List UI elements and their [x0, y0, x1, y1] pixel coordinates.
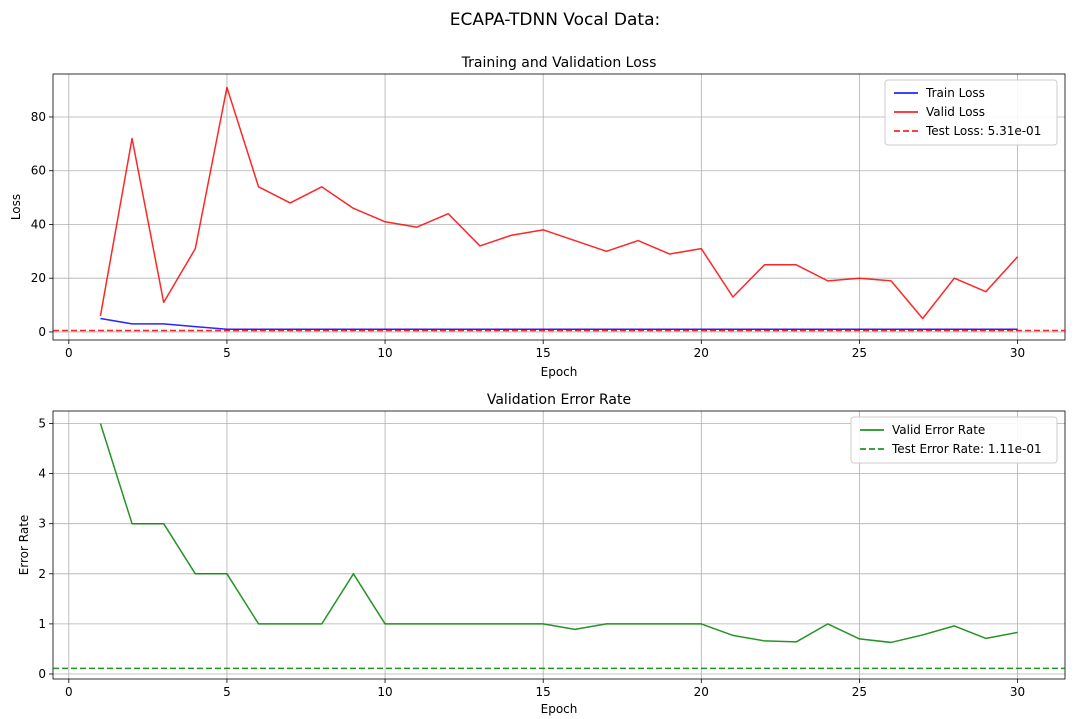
- error-xtick-label: 5: [223, 685, 231, 699]
- legend-label-valid-error-rate: Valid Error Rate: [892, 423, 985, 437]
- loss-ytick-label: 0: [38, 325, 46, 339]
- loss-ytick-label: 20: [31, 271, 46, 285]
- legend-label-train-loss: Train Loss: [925, 86, 985, 100]
- legend-label-valid-loss: Valid Loss: [926, 105, 985, 119]
- error-xtick-label: 0: [65, 685, 73, 699]
- loss-axes-frame: [52, 73, 1066, 341]
- error-rate-chart: 0 5 10 15 20 25 30 0 1 2 3 4 5 Validation Error Rate E…: [17, 392, 1066, 716]
- loss-xtick-label: 20: [694, 346, 709, 360]
- error-xtick-label: 15: [536, 685, 551, 699]
- error-xtick-label: 30: [1010, 685, 1025, 699]
- error-xtick-label: 25: [852, 685, 867, 699]
- loss-legend: Train Loss Valid Loss Test Loss: 5.31e-01: [884, 79, 1058, 146]
- figure-suptitle: ECAPA-TDNN Vocal Data:: [450, 10, 660, 30]
- error-xtick-label: 10: [377, 685, 392, 699]
- loss-chart-title: Training and Validation Loss: [461, 55, 657, 71]
- error-ytick-label: 1: [38, 617, 46, 631]
- error-ytick-label: 0: [38, 667, 46, 681]
- loss-xtick-label: 5: [223, 346, 231, 360]
- error-legend: Valid Error Rate Test Error Rate: 1.11e-0…: [850, 416, 1058, 464]
- loss-xtick-label: 0: [65, 346, 73, 360]
- legend-label-test-error-rate: Test Error Rate: 1.11e-01: [891, 442, 1042, 456]
- loss-xtick-label: 10: [377, 346, 392, 360]
- error-ytick-label: 4: [38, 467, 46, 481]
- valid-error-rate-line: [99, 423, 1018, 644]
- loss-y-axis-label: Loss: [9, 194, 23, 220]
- loss-xtick-label: 15: [536, 346, 551, 360]
- loss-xtick-label: 30: [1010, 346, 1025, 360]
- legend-label-test-loss: Test Loss: 5.31e-01: [925, 124, 1041, 138]
- error-axes-frame: [52, 410, 1066, 680]
- loss-ytick-label: 80: [31, 110, 46, 124]
- error-legend-box: [850, 416, 1058, 464]
- error-ytick-label: 2: [38, 567, 46, 581]
- loss-legend-box: [884, 79, 1058, 146]
- loss-x-axis-label: Epoch: [541, 365, 578, 379]
- error-x-axis-label: Epoch: [541, 702, 578, 716]
- loss-xtick-label: 25: [852, 346, 867, 360]
- loss-chart: 0 5 10 15 20 25 30 0 20 40 60 80 Training and Valida…: [9, 55, 1066, 379]
- error-ytick-label: 5: [38, 417, 46, 431]
- loss-ytick-label: 40: [31, 217, 46, 231]
- error-ytick-label: 3: [38, 517, 46, 531]
- valid-loss-line: [99, 86, 1019, 320]
- error-y-axis-label: Error Rate: [17, 515, 31, 576]
- train-loss-line: [100, 317, 1018, 330]
- error-xtick-label: 20: [694, 685, 709, 699]
- error-chart-title: Validation Error Rate: [487, 392, 631, 408]
- loss-ytick-label: 60: [31, 164, 46, 178]
